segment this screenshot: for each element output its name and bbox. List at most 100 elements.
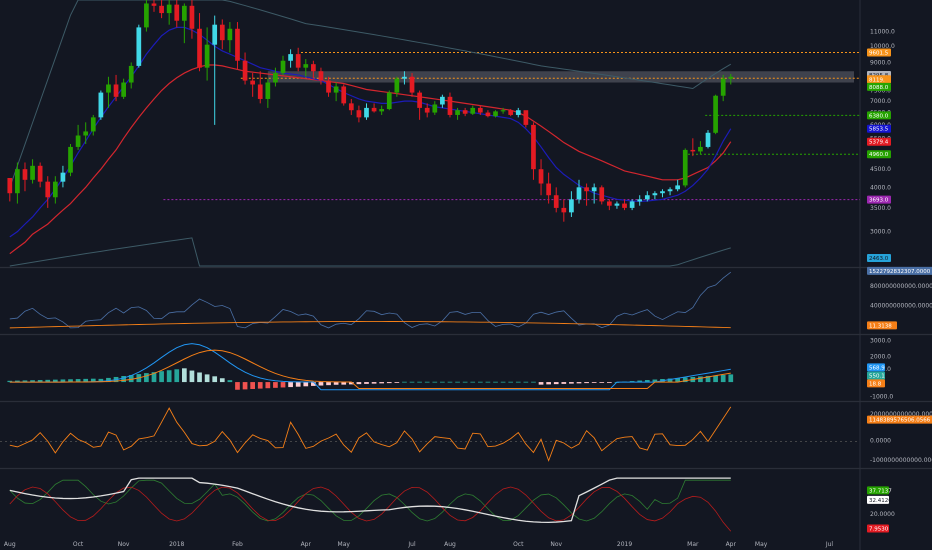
candle-body bbox=[569, 199, 574, 213]
candle-body bbox=[652, 193, 658, 196]
badge-label: 9601.5 bbox=[869, 50, 889, 56]
candle-body bbox=[333, 86, 339, 93]
price-badge: 1522792832307.0000 bbox=[867, 266, 932, 275]
candle-body bbox=[311, 64, 316, 72]
candle-body bbox=[341, 86, 347, 104]
candle-body bbox=[417, 92, 422, 108]
candle-body bbox=[136, 27, 142, 66]
x-axis-label: Apr bbox=[301, 541, 312, 548]
candle-body bbox=[326, 80, 331, 93]
macd-histogram-bar bbox=[356, 382, 362, 385]
macd-histogram-bar bbox=[303, 382, 309, 387]
macd-histogram-bar bbox=[637, 380, 643, 383]
adx-line bbox=[9, 477, 731, 523]
badge-bg bbox=[867, 75, 891, 84]
candle-body bbox=[303, 64, 309, 68]
candle-body bbox=[622, 203, 627, 208]
price-badge: 32.4126 bbox=[867, 495, 892, 504]
macd-histogram-bar bbox=[371, 382, 377, 384]
macd-histogram-bar bbox=[538, 382, 544, 385]
price-badge: 550.1 bbox=[867, 371, 885, 380]
candle-body bbox=[455, 110, 460, 115]
macd-histogram-bar bbox=[341, 382, 347, 385]
candle-body bbox=[690, 149, 696, 152]
candle-body bbox=[432, 104, 438, 113]
candle-body bbox=[553, 195, 559, 208]
candle-body bbox=[591, 187, 597, 192]
badge-label: 5379.4 bbox=[869, 140, 889, 146]
badge-label: 568.9 bbox=[869, 365, 885, 371]
macd-histogram-bar bbox=[98, 378, 104, 383]
price-tick-label: 7500.0 bbox=[870, 88, 891, 95]
macd-histogram-bar bbox=[106, 377, 111, 383]
candle-body bbox=[394, 78, 400, 93]
macd-histogram-bar bbox=[553, 382, 559, 385]
pane2-tick: 400000000000.0000 bbox=[870, 302, 932, 309]
candle-body bbox=[409, 76, 415, 93]
candle-body bbox=[22, 169, 28, 180]
macd-histogram-bar bbox=[508, 381, 514, 383]
candle-body bbox=[470, 107, 476, 114]
macd-histogram-bar bbox=[250, 382, 256, 389]
macd-histogram-bar bbox=[591, 382, 597, 383]
candle-body bbox=[250, 80, 256, 85]
macd-histogram-bar bbox=[713, 375, 718, 383]
x-axis-label: Mar bbox=[687, 541, 699, 548]
candle-body bbox=[181, 5, 187, 21]
macd-histogram-bar bbox=[409, 381, 415, 383]
resistance-zone bbox=[267, 71, 855, 83]
x-axis-label: Oct bbox=[73, 541, 84, 548]
candle-body bbox=[273, 73, 278, 83]
candle-body bbox=[242, 60, 248, 81]
price-badge: 5853.5 bbox=[867, 124, 891, 133]
price-badge: 2463.0 bbox=[867, 254, 891, 262]
price-badge: 5379.4 bbox=[867, 137, 891, 146]
price-badge: 8119. bbox=[867, 75, 891, 84]
macd-histogram-bar bbox=[174, 369, 180, 383]
candle-body bbox=[485, 112, 491, 117]
candle-body bbox=[83, 131, 89, 136]
candle-body bbox=[45, 181, 51, 198]
candle-body bbox=[288, 54, 293, 61]
candle-body bbox=[219, 24, 225, 41]
candle-body bbox=[531, 124, 536, 170]
macd-histogram-bar bbox=[682, 377, 688, 383]
candle-body bbox=[144, 3, 149, 28]
macd-histogram-bar bbox=[698, 376, 703, 383]
candle-body bbox=[561, 207, 567, 213]
macd-tick: 3000.0 bbox=[870, 337, 891, 344]
macd-histogram-bar bbox=[348, 382, 354, 385]
osc-tick: -1000000000000.0000 bbox=[870, 457, 932, 464]
candle-body bbox=[667, 189, 673, 192]
candle-body bbox=[675, 185, 681, 190]
macd-histogram-bar bbox=[432, 381, 438, 383]
macd-histogram-bar bbox=[417, 381, 422, 383]
badge-label: 37.7137 bbox=[869, 488, 892, 494]
badge-label: 32.4126 bbox=[869, 498, 892, 504]
candle-body bbox=[515, 110, 521, 115]
candle-body bbox=[629, 201, 635, 208]
candle-body bbox=[386, 92, 392, 110]
pane2-tick: 800000000000.0000 bbox=[870, 283, 932, 290]
price-badge: 1148389576506.0566 bbox=[867, 415, 932, 424]
candle-body bbox=[477, 107, 483, 113]
macd-histogram-bar bbox=[629, 381, 635, 383]
macd-histogram-bar bbox=[705, 375, 711, 383]
badge-label: 7.9530 bbox=[869, 526, 889, 532]
macd-histogram-bar bbox=[265, 382, 271, 389]
candle-body bbox=[128, 65, 134, 83]
candle-body bbox=[280, 60, 286, 74]
macd-histogram-bar bbox=[333, 382, 339, 385]
macd-histogram-bar bbox=[576, 382, 582, 384]
candle-body bbox=[318, 71, 324, 81]
macd-tick: -1000.0 bbox=[870, 394, 893, 401]
badge-bg bbox=[867, 363, 885, 372]
candle-body bbox=[60, 172, 66, 182]
candle-body bbox=[440, 96, 445, 105]
candle-body bbox=[356, 110, 362, 118]
candle-body bbox=[644, 195, 650, 200]
candle-body bbox=[371, 107, 377, 112]
macd-histogram-bar bbox=[128, 375, 134, 383]
x-axis-label: May bbox=[338, 541, 351, 548]
